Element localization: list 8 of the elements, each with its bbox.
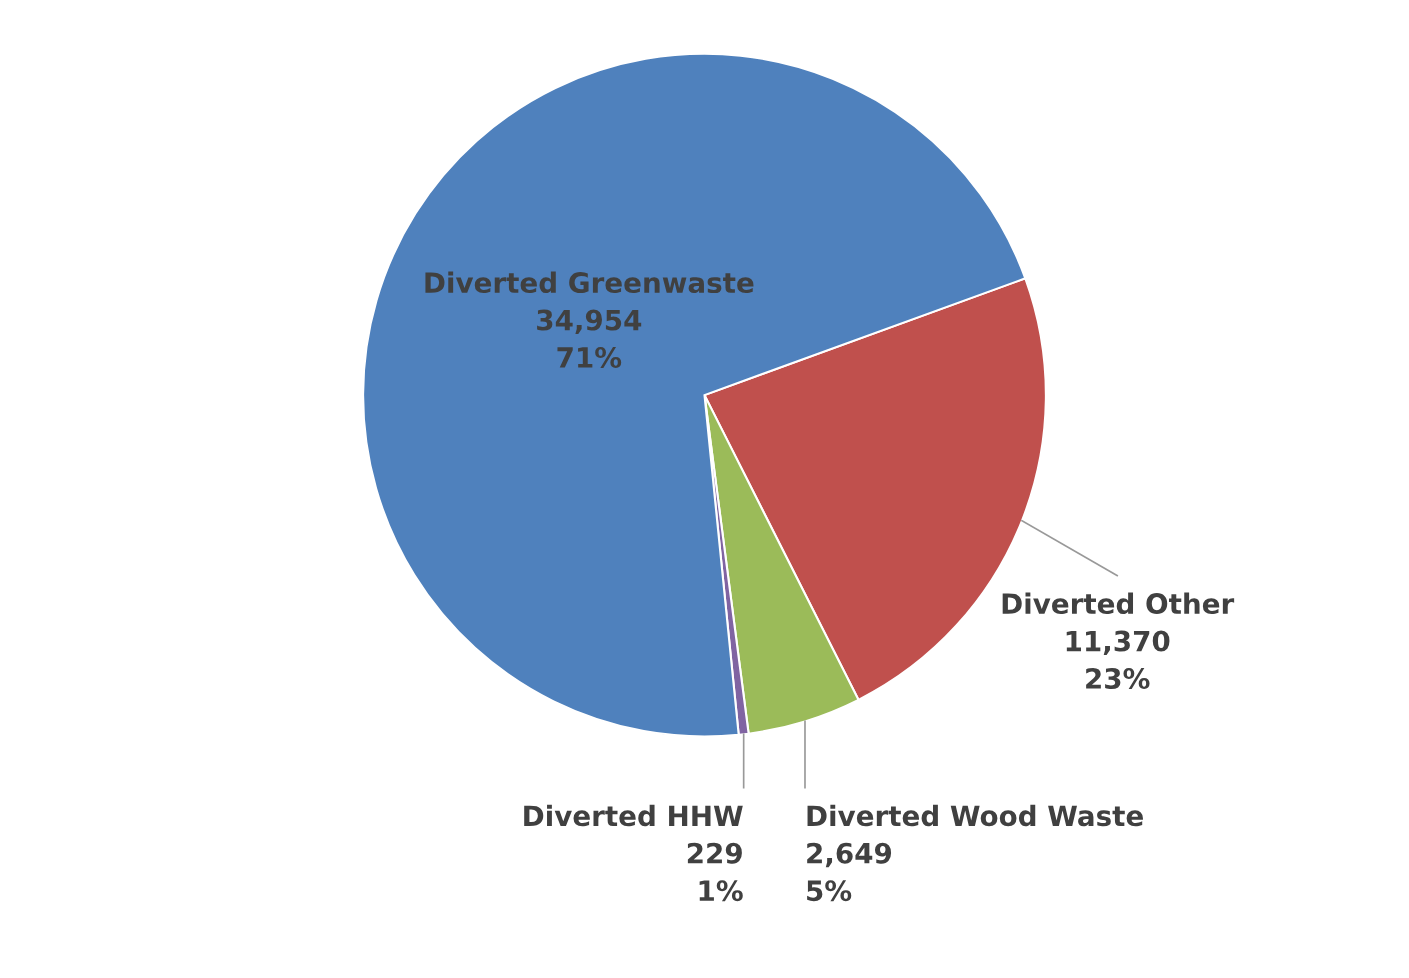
data-label: 2,649 5%	[807, 842, 892, 902]
slice-label: Diverted HHW	[524, 804, 743, 827]
data-label: 229 1%	[687, 842, 743, 902]
slice-label: Diverted Wood Waste	[807, 804, 1143, 827]
slice-label: Diverted Other	[1002, 592, 1235, 615]
slice-label: Diverted Greenwaste	[425, 271, 754, 294]
data-label: 34,954 71%	[537, 309, 642, 368]
data-label: 11,370 23%	[1066, 630, 1170, 689]
